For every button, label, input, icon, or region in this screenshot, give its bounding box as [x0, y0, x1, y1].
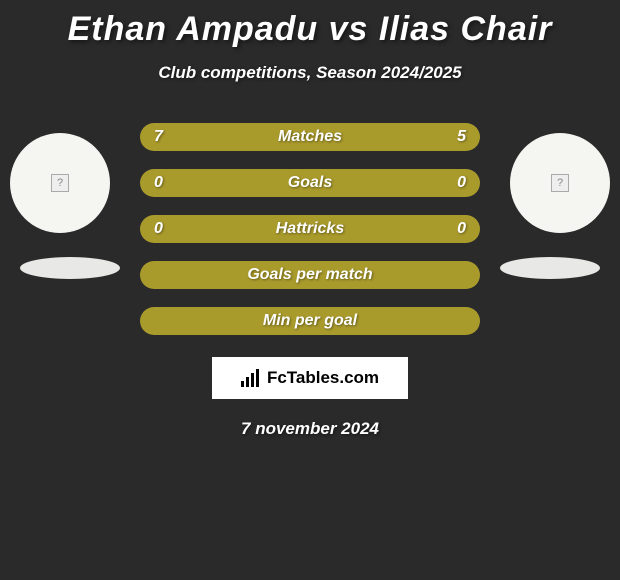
stat-row-goals: 0 Goals 0: [140, 169, 480, 197]
player-left-avatar: ?: [10, 133, 110, 233]
stat-right-value: 5: [457, 128, 466, 146]
avatar-left-shadow: [20, 257, 120, 279]
chart-bars-icon: [241, 369, 263, 387]
stat-rows: 7 Matches 5 0 Goals 0 0 Hattricks 0 Goal…: [140, 123, 480, 335]
stat-row-hattricks: 0 Hattricks 0: [140, 215, 480, 243]
stat-label: Goals: [288, 174, 332, 192]
stat-right-value: 0: [457, 220, 466, 238]
stat-right-value: 0: [457, 174, 466, 192]
stat-row-min-per-goal: Min per goal: [140, 307, 480, 335]
avatar-right-shadow: [500, 257, 600, 279]
stat-label: Hattricks: [276, 220, 344, 238]
stat-label: Matches: [278, 128, 342, 146]
player-right-avatar: ?: [510, 133, 610, 233]
stat-left-value: 0: [154, 220, 163, 238]
stat-row-goals-per-match: Goals per match: [140, 261, 480, 289]
stat-left-value: 0: [154, 174, 163, 192]
stat-label: Min per goal: [263, 312, 357, 330]
stat-label: Goals per match: [247, 266, 372, 284]
stat-row-matches: 7 Matches 5: [140, 123, 480, 151]
comparison-main: ? ? 7 Matches 5 0 Goals 0 0 Hattricks 0 …: [0, 123, 620, 439]
source-logo: FcTables.com: [212, 357, 408, 399]
placeholder-image-icon: ?: [51, 174, 69, 192]
comparison-date: 7 november 2024: [0, 419, 620, 439]
comparison-title: Ethan Ampadu vs Ilias Chair: [0, 0, 620, 49]
placeholder-image-icon: ?: [551, 174, 569, 192]
comparison-subtitle: Club competitions, Season 2024/2025: [0, 63, 620, 83]
source-logo-text: FcTables.com: [267, 368, 379, 388]
stat-left-value: 7: [154, 128, 163, 146]
